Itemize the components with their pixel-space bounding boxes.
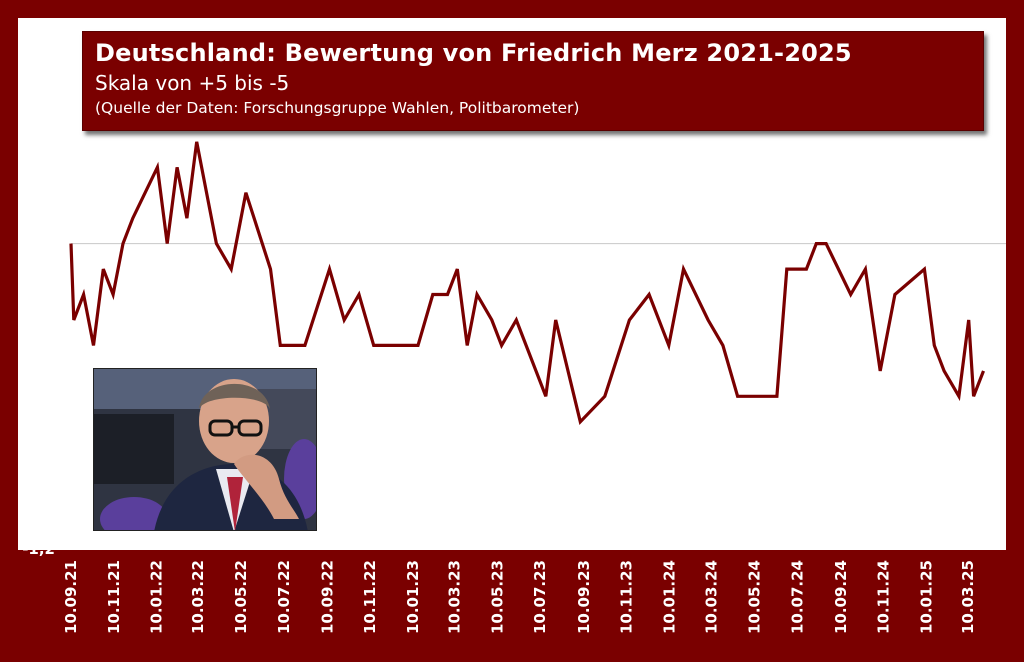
x-tick-label: 10.09.24 [832, 560, 850, 634]
x-tick-label: 10.07.24 [788, 560, 806, 634]
x-tick-label: 10.09.22 [318, 560, 336, 634]
title-box: Deutschland: Bewertung von Friedrich Mer… [82, 31, 984, 131]
x-tick-label: 10.07.22 [275, 560, 293, 634]
y-tick-label: -0,8 [22, 438, 55, 456]
series-line [69, 141, 985, 426]
x-tick-label: 10.09.23 [575, 560, 593, 634]
x-tick-label: 10.05.23 [488, 560, 506, 634]
y-tick-label: -0,6 [22, 387, 55, 405]
x-tick-label: 10.07.23 [531, 560, 549, 634]
x-tick-label: 10.01.22 [148, 560, 166, 634]
x-tick-label: 10.09.21 [62, 560, 80, 634]
y-tick-label: 0 [45, 235, 55, 253]
y-tick-label: 0,8 [28, 31, 55, 49]
y-tick-label: -0,2 [22, 286, 55, 304]
x-tick-label: 10.11.22 [361, 560, 379, 634]
portrait-illustration [94, 369, 316, 530]
y-tick-label: -1,2 [22, 540, 55, 558]
x-tick-label: 10.01.25 [918, 560, 936, 634]
portrait-photo [93, 368, 317, 531]
x-tick-label: 10.03.22 [189, 560, 207, 634]
y-tick-label: 0,2 [28, 184, 55, 202]
y-tick-label: 0,6 [28, 82, 55, 100]
x-tick-label: 10.01.24 [660, 560, 678, 634]
x-tick-label: 10.01.23 [404, 560, 422, 634]
x-tick-label: 10.05.24 [745, 560, 763, 634]
x-tick-label: 10.03.25 [959, 560, 977, 634]
x-tick-label: 10.11.23 [618, 560, 636, 634]
y-tick-label: -1 [38, 489, 55, 507]
y-tick-label: 0,4 [28, 133, 55, 151]
y-tick-label: -0,4 [22, 336, 55, 354]
x-tick-label: 10.03.23 [446, 560, 464, 634]
x-tick-label: 10.11.21 [105, 560, 123, 634]
chart-subtitle: Skala von +5 bis -5 [95, 71, 290, 95]
chart-title: Deutschland: Bewertung von Friedrich Mer… [95, 39, 852, 67]
x-tick-label: 10.11.24 [875, 560, 893, 634]
x-tick-label: 10.05.22 [232, 560, 250, 634]
chart-source: (Quelle der Daten: Forschungsgruppe Wahl… [95, 99, 580, 117]
x-tick-label: 10.03.24 [703, 560, 721, 634]
